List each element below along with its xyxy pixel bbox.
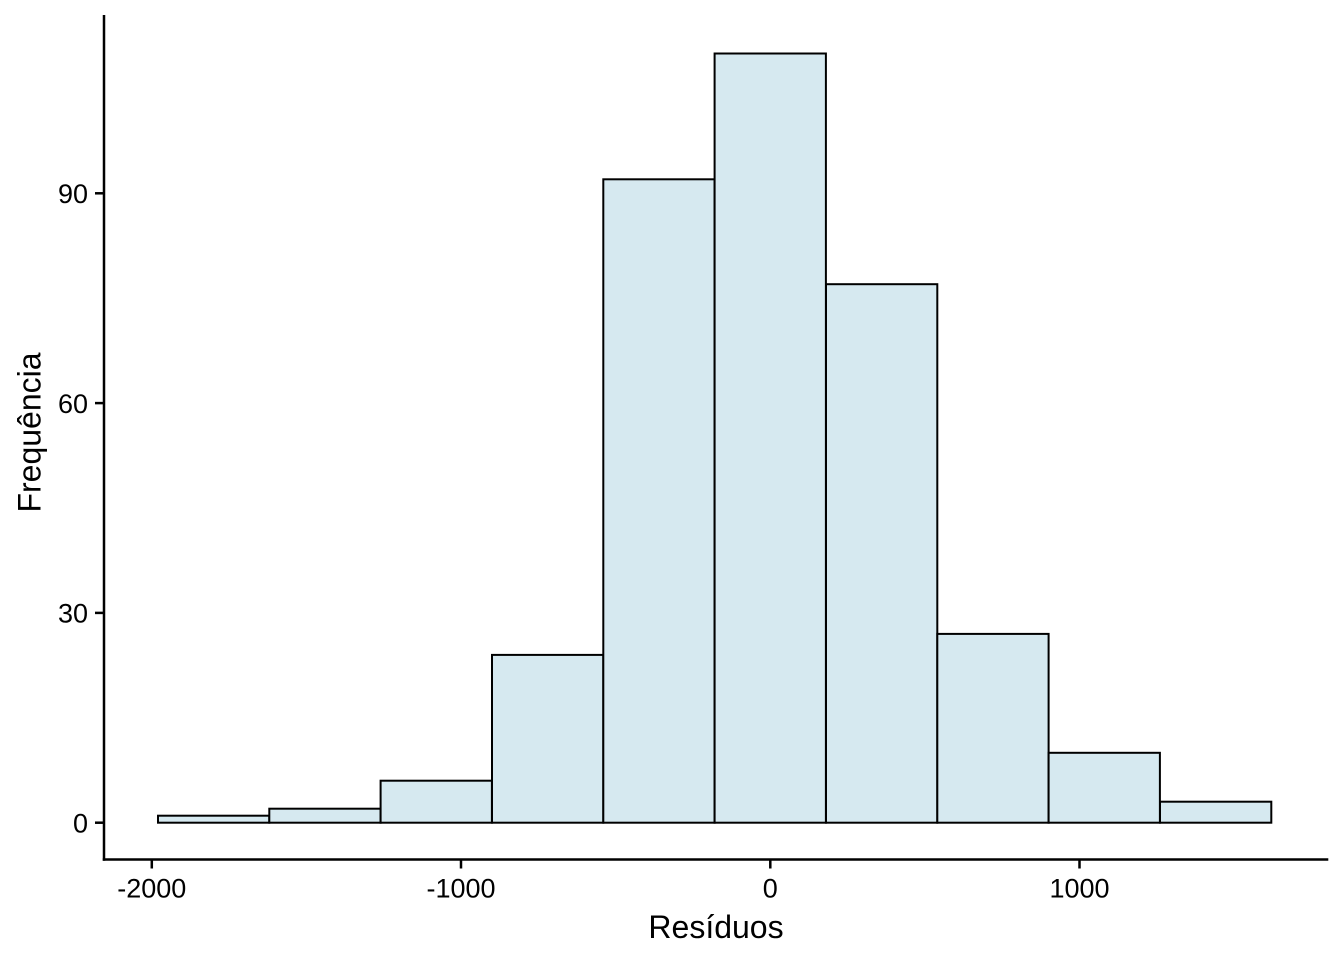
y-tick-label: 60 <box>58 389 88 419</box>
y-tick-label: 30 <box>58 599 88 629</box>
x-tick-label: -1000 <box>426 874 495 904</box>
x-axis-title: Resíduos <box>648 909 783 945</box>
x-tick-label: 0 <box>763 874 778 904</box>
histogram-bar <box>1047 751 1161 824</box>
y-axis-title: Frequência <box>12 352 48 512</box>
y-tick-label: 90 <box>58 179 88 209</box>
x-axis-ticks: -2000 -1000 0 1000 <box>117 859 1110 904</box>
x-tick-label: -2000 <box>117 874 186 904</box>
bars-group <box>157 52 1273 824</box>
histogram-bar <box>936 632 1050 824</box>
y-tick-label: 0 <box>73 809 88 839</box>
histogram-bar <box>825 283 939 824</box>
histogram-bar <box>491 653 605 824</box>
histogram-bar <box>379 779 493 824</box>
x-tick-label: 1000 <box>1049 874 1109 904</box>
histogram-bar <box>713 52 827 824</box>
y-axis-ticks: 0 30 60 90 <box>58 179 104 839</box>
histogram-bar <box>602 178 716 824</box>
histogram-bar <box>157 814 271 824</box>
histogram-bar <box>268 807 382 824</box>
histogram-bar <box>1159 800 1273 824</box>
